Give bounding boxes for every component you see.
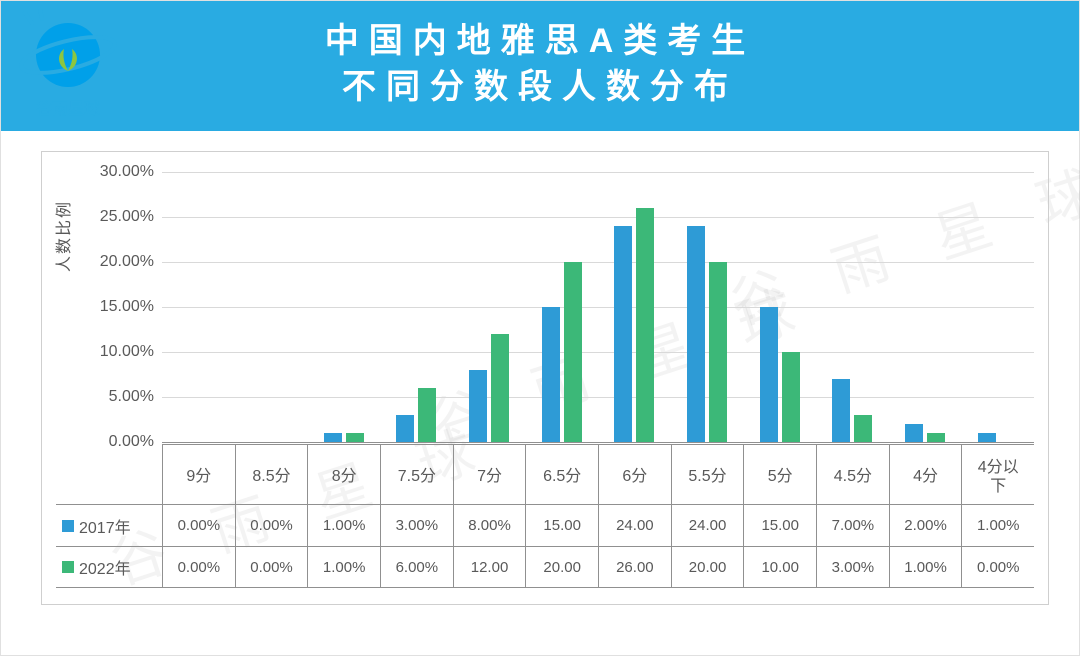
bars-row xyxy=(162,172,1034,442)
bar-group xyxy=(525,172,598,442)
legend-label: 2017年 xyxy=(79,514,131,538)
table-cell: 20.00 xyxy=(671,547,744,587)
bar xyxy=(854,415,872,442)
logo-text: 谷雨星球 xyxy=(13,95,123,119)
bar xyxy=(978,433,996,442)
title-line-1: 中国内地雅思A类考生 xyxy=(1,19,1079,65)
table-cell: 1.00% xyxy=(307,505,380,546)
table-row: 2022年0.00%0.00%1.00%6.00%12.0020.0026.00… xyxy=(56,546,1034,588)
table-cell: 2.00% xyxy=(889,505,962,546)
table-cell: 24.00 xyxy=(598,505,671,546)
table-cell: 26.00 xyxy=(598,547,671,587)
table-cell: 0.00% xyxy=(961,547,1034,587)
y-tick-label: 20.00% xyxy=(88,253,154,271)
table-row: 2017年0.00%0.00%1.00%3.00%8.00%15.0024.00… xyxy=(56,504,1034,546)
table-cell: 6.00% xyxy=(380,547,453,587)
table-cell: 10.00 xyxy=(743,547,816,587)
bar-group xyxy=(671,172,744,442)
bar xyxy=(324,433,342,442)
row-cells: 0.00%0.00%1.00%3.00%8.00%15.0024.0024.00… xyxy=(162,505,1034,546)
bar-group xyxy=(961,172,1034,442)
bar xyxy=(687,226,705,442)
legend-swatch xyxy=(62,520,74,532)
bar xyxy=(636,208,654,442)
x-category-label: 7分 xyxy=(453,445,526,504)
x-category-label: 6分 xyxy=(598,445,671,504)
brand-logo: 谷雨星球 xyxy=(13,9,123,129)
bar-group xyxy=(743,172,816,442)
x-category-label: 4.5分 xyxy=(816,445,889,504)
legend-label: 2022年 xyxy=(79,555,131,579)
table-cell: 0.00% xyxy=(235,505,308,546)
bar xyxy=(905,424,923,442)
table-cell: 1.00% xyxy=(307,547,380,587)
planet-icon xyxy=(18,9,118,99)
bar-group xyxy=(453,172,526,442)
legend-swatch xyxy=(62,561,74,573)
y-tick-label: 10.00% xyxy=(88,343,154,361)
bar xyxy=(614,226,632,442)
bar xyxy=(760,307,778,442)
table-cell: 0.00% xyxy=(235,547,308,587)
bar xyxy=(491,334,509,442)
table-cell: 0.00% xyxy=(162,547,235,587)
data-table: 2017年0.00%0.00%1.00%3.00%8.00%15.0024.00… xyxy=(56,504,1034,588)
y-tick-label: 30.00% xyxy=(88,163,154,181)
bar-group xyxy=(307,172,380,442)
x-category-label: 5分 xyxy=(743,445,816,504)
table-cell: 0.00% xyxy=(162,505,235,546)
title-line-2: 不同分数段人数分布 xyxy=(1,65,1079,111)
legend-item: 2022年 xyxy=(56,547,162,587)
x-category-label: 6.5分 xyxy=(525,445,598,504)
x-category-label: 8分 xyxy=(307,445,380,504)
bar xyxy=(469,370,487,442)
y-tick-label: 15.00% xyxy=(88,298,154,316)
y-axis-label: 人数比例 xyxy=(50,200,74,272)
bar xyxy=(832,379,850,442)
bar-group xyxy=(598,172,671,442)
chart-panel: 人数比例 0.00% 5.00% 10.00% 15.00% 20.00% 25.00% 3… xyxy=(41,151,1049,605)
table-cell: 3.00% xyxy=(380,505,453,546)
x-category-label: 5.5分 xyxy=(671,445,744,504)
bar xyxy=(564,262,582,442)
bar xyxy=(346,433,364,442)
table-cell: 20.00 xyxy=(525,547,598,587)
bar xyxy=(542,307,560,442)
table-cell: 15.00 xyxy=(743,505,816,546)
infographic-container: 谷雨星球 中国内地雅思A类考生 不同分数段人数分布 谷 雨 星 球 谷 雨 星 … xyxy=(0,0,1080,656)
bar xyxy=(418,388,436,442)
x-category-label: 8.5分 xyxy=(235,445,308,504)
table-cell: 8.00% xyxy=(453,505,526,546)
bar-group xyxy=(889,172,962,442)
bar-group xyxy=(380,172,453,442)
table-cell: 3.00% xyxy=(816,547,889,587)
y-tick-label: 5.00% xyxy=(88,388,154,406)
row-cells: 0.00%0.00%1.00%6.00%12.0020.0026.0020.00… xyxy=(162,547,1034,587)
bar-group xyxy=(235,172,308,442)
table-cell: 1.00% xyxy=(889,547,962,587)
x-category-label: 9分 xyxy=(162,445,235,504)
table-cell: 7.00% xyxy=(816,505,889,546)
table-cell: 12.00 xyxy=(453,547,526,587)
table-cell: 15.00 xyxy=(525,505,598,546)
gridline xyxy=(162,442,1034,443)
x-axis-categories: 9分8.5分8分7.5分7分6.5分6分5.5分5分4.5分4分4分以下 xyxy=(162,444,1034,504)
bar xyxy=(927,433,945,442)
bar xyxy=(782,352,800,442)
x-category-label: 4分 xyxy=(889,445,962,504)
x-category-label: 7.5分 xyxy=(380,445,453,504)
bar-group xyxy=(162,172,235,442)
bar xyxy=(396,415,414,442)
x-category-label: 4分以下 xyxy=(961,445,1034,504)
plot-area xyxy=(162,172,1034,442)
bar-group xyxy=(816,172,889,442)
title-banner: 中国内地雅思A类考生 不同分数段人数分布 xyxy=(1,1,1079,131)
table-cell: 24.00 xyxy=(671,505,744,546)
legend-item: 2017年 xyxy=(56,505,162,546)
y-tick-label: 25.00% xyxy=(88,208,154,226)
table-cell: 1.00% xyxy=(961,505,1034,546)
y-tick-label: 0.00% xyxy=(88,433,154,451)
bar xyxy=(709,262,727,442)
